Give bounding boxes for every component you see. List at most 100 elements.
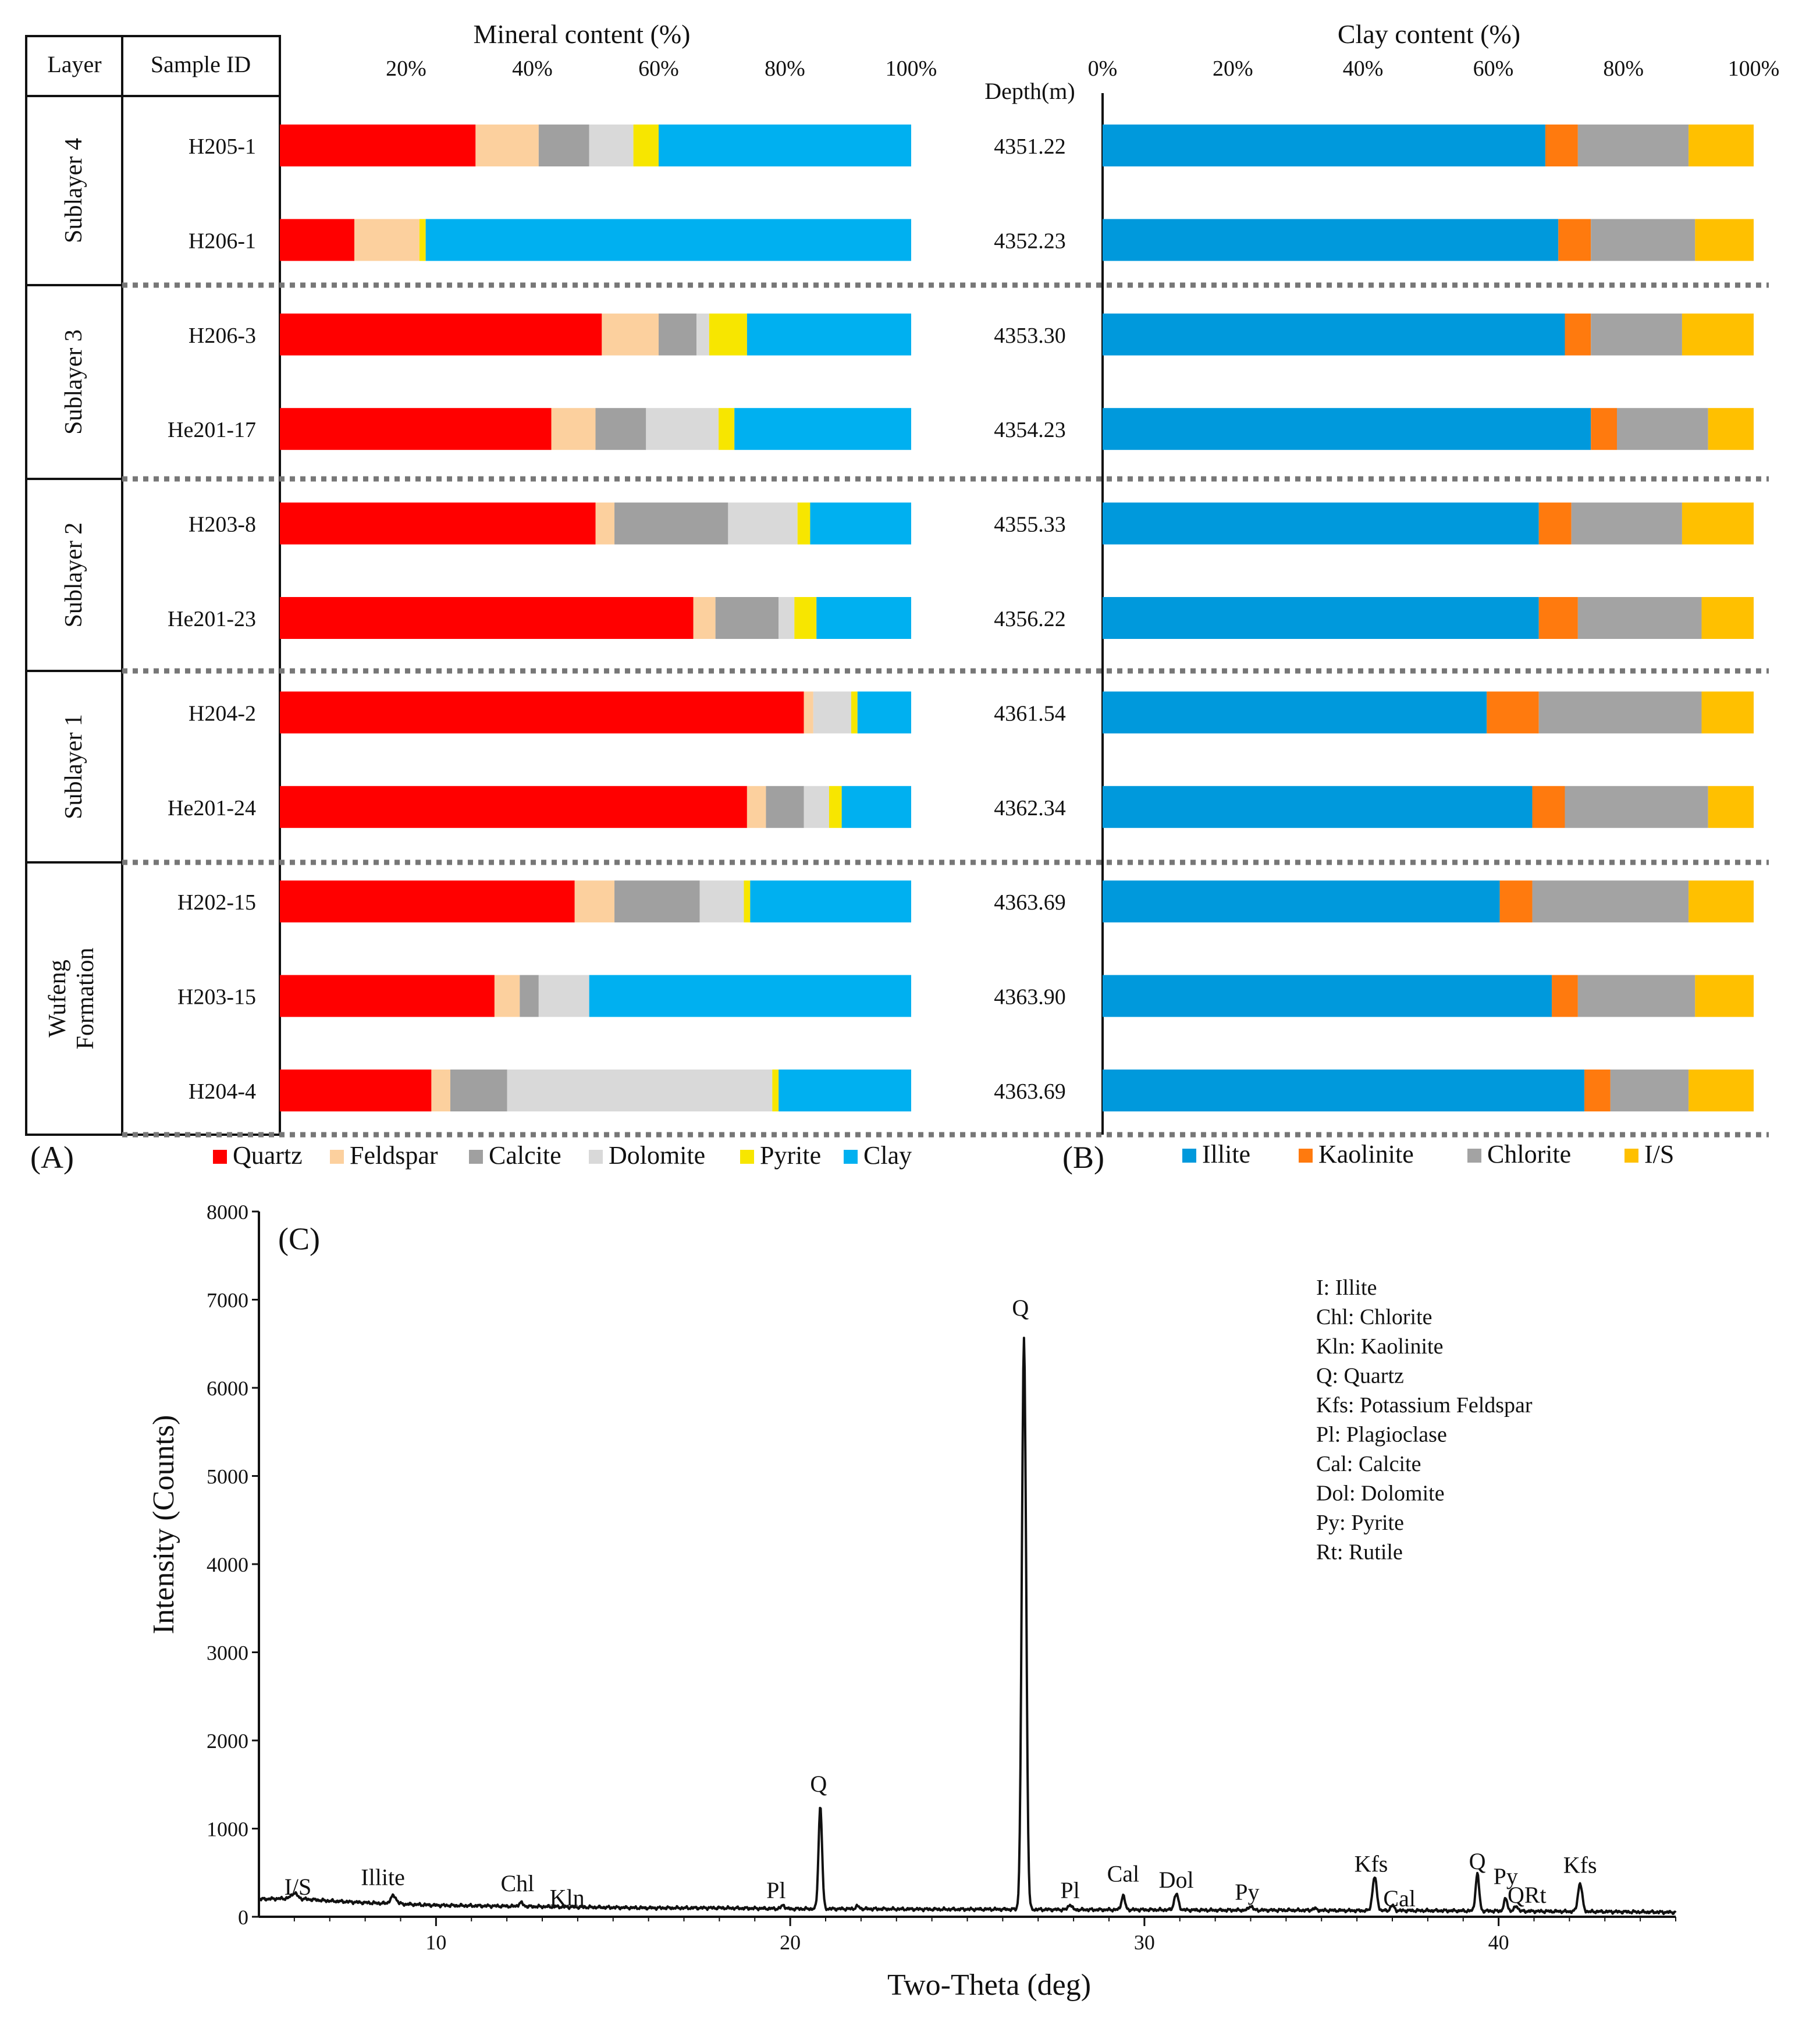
panel-b-title: Clay content (%) <box>1338 19 1520 49</box>
panel-a: Layer Sample ID Mineral content (%) (A) … <box>25 19 937 1175</box>
bar-feldspar-he201-23 <box>693 597 716 639</box>
bar-clay-h204-2 <box>857 691 911 734</box>
sample-label-h204-2: H204-2 <box>189 701 256 726</box>
bar-feldspar-h206-3 <box>602 313 659 356</box>
legend-swatch-pyrite <box>740 1150 754 1164</box>
panel-c-letter: (C) <box>278 1221 320 1256</box>
bar-quartz-h206-3 <box>280 313 602 356</box>
bar-clay-h202-15 <box>750 880 911 923</box>
clay-bar-illite-0 <box>1103 125 1545 166</box>
bar-feldspar-he201-17 <box>551 408 596 450</box>
legend-label-dolomite: Dolomite <box>609 1141 705 1170</box>
bar-feldspar-h203-15 <box>494 975 520 1017</box>
xrd-y-tick-3000: 3000 <box>207 1642 248 1665</box>
bar-calcite-h202-15 <box>614 880 700 923</box>
clay-bar-kaolinite-0 <box>1545 125 1578 166</box>
xrd-x-tick-10: 10 <box>425 1931 446 1954</box>
bar-dolomite-h203-8 <box>728 502 798 545</box>
clay-bar-i-s-6 <box>1701 691 1754 734</box>
xrd-y-tick-6000: 6000 <box>207 1377 248 1400</box>
xrd-legend-line-2: Kln: Kaolinite <box>1316 1334 1443 1359</box>
clay-bar-kaolinite-5 <box>1538 597 1578 639</box>
legend-swatch-feldspar <box>330 1150 344 1164</box>
peak-label-pl-7: Pl <box>1060 1877 1079 1903</box>
bar-calcite-h204-4 <box>450 1070 507 1111</box>
sample-label-h204-4: H204-4 <box>189 1079 256 1104</box>
bar-quartz-h203-15 <box>280 975 495 1017</box>
panel-a-x-ticks: 20% 40% 60% 80% 100% <box>386 56 937 81</box>
bar-dolomite-h204-4 <box>507 1070 773 1111</box>
a-x-tick-100: 100% <box>886 56 937 81</box>
panel-a-title: Mineral content (%) <box>474 19 691 49</box>
b-x-tick-80: 80% <box>1603 56 1644 81</box>
panel-b-letter: (B) <box>1062 1140 1104 1175</box>
peak-label-q-13: Q <box>1469 1848 1486 1874</box>
depth-label-4355-33: 4355.33 <box>994 513 1066 537</box>
bar-feldspar-h205-1 <box>475 125 539 166</box>
sample-label-h203-15: H203-15 <box>177 985 256 1010</box>
bar-clay-h203-8 <box>810 502 911 545</box>
peak-label-cal-12: Cal <box>1383 1885 1416 1912</box>
b-x-tick-40: 40% <box>1343 56 1384 81</box>
peak-label-py-14: Py <box>1494 1863 1518 1889</box>
xrd-y-tick-2000: 2000 <box>207 1729 248 1753</box>
layer-label-sublayer-4: Sublayer 4 <box>61 138 87 243</box>
xrd-legend-line-5: Pl: Plagioclase <box>1316 1423 1447 1447</box>
clay-bar-chlorite-1 <box>1591 219 1695 261</box>
panel-c: (C) 0 1000 2000 3000 4000 5000 6000 7000 8000 10 2… <box>147 1200 1677 2002</box>
peak-label-illite-1: Illite <box>361 1864 405 1890</box>
clay-bar-i-s-0 <box>1689 125 1754 166</box>
panel-b-legend: Illite Kaolinite Chlorite I/S <box>1182 1140 1674 1168</box>
panel-a-legend: Quartz Feldspar Calcite Dolomite Pyrite Clay <box>213 1141 912 1170</box>
clay-bar-kaolinite-3 <box>1591 408 1618 450</box>
xrd-x-tick-40: 40 <box>1488 1931 1509 1954</box>
b-x-tick-100: 100% <box>1728 56 1780 81</box>
a-x-tick-40: 40% <box>512 56 553 81</box>
a-x-tick-60: 60% <box>638 56 679 81</box>
xrd-y-tick-5000: 5000 <box>207 1465 248 1488</box>
layer-label-line: Formation <box>72 948 99 1050</box>
panel-a-table-frame <box>25 35 281 1136</box>
bar-pyrite-h206-3 <box>709 313 747 356</box>
xrd-y-axis-label: Intensity (Counts) <box>147 1415 180 1635</box>
panel-b-bars <box>1103 125 1754 1111</box>
xrd-y-tick-1000: 1000 <box>207 1818 248 1841</box>
bar-pyrite-h202-15 <box>744 880 751 923</box>
clay-bar-chlorite-2 <box>1591 313 1682 356</box>
sample-label-he201-24: He201-24 <box>168 796 256 820</box>
sample-label-h206-1: H206-1 <box>189 229 256 253</box>
depth-header: Depth(m) <box>984 78 1075 104</box>
clay-bar-chlorite-0 <box>1577 125 1689 166</box>
bar-pyrite-he201-23 <box>794 597 817 639</box>
clay-bar-kaolinite-7 <box>1532 786 1565 828</box>
xrd-legend: I: Illite Chl: Chlorite Kln: Kaolinite Q: Q… <box>1316 1276 1533 1565</box>
peak-label-kln-3: Kln <box>550 1884 585 1910</box>
bar-clay-h203-15 <box>589 975 911 1017</box>
depth-label-4356-22: 4356.22 <box>994 607 1066 631</box>
clay-bar-illite-3 <box>1103 408 1591 450</box>
bar-clay-he201-23 <box>816 597 911 639</box>
depth-label-4354-23: 4354.23 <box>994 418 1066 442</box>
layer-label-sublayer-2: Sublayer 2 <box>61 523 87 628</box>
bar-pyrite-h206-1 <box>419 219 426 261</box>
legend-label-clay: Clay <box>863 1141 912 1170</box>
clay-bar-illite-6 <box>1103 691 1487 734</box>
bar-clay-he201-24 <box>841 786 911 828</box>
bar-pyrite-h204-4 <box>772 1070 779 1111</box>
xrd-axes <box>258 1212 1676 1918</box>
bar-calcite-h205-1 <box>538 125 589 166</box>
bar-dolomite-he201-17 <box>646 408 719 450</box>
bar-pyrite-h203-8 <box>797 502 811 545</box>
legend-swatch-calcite <box>469 1150 483 1164</box>
bar-feldspar-he201-24 <box>747 786 766 828</box>
clay-bar-i-s-2 <box>1682 313 1754 356</box>
sample-label-he201-17: He201-17 <box>168 418 256 442</box>
clay-bar-illite-5 <box>1103 597 1539 639</box>
sample-label-h203-8: H203-8 <box>189 513 256 537</box>
xrd-x-tick-20: 20 <box>780 1931 801 1954</box>
xrd-legend-line-3: Q: Quartz <box>1316 1364 1404 1388</box>
clay-bar-i-s-1 <box>1695 219 1754 261</box>
panel-a-letter: (A) <box>30 1140 74 1175</box>
